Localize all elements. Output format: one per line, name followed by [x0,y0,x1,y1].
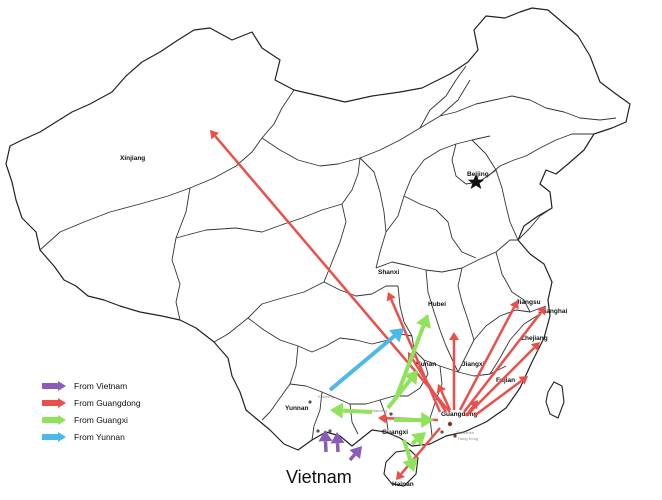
route-arrow-guangdong [210,130,451,413]
route-arrow-guangdong-shaft [473,379,523,418]
route-arrow-vietnam-head [318,430,333,442]
label-hunan: Hunan [416,361,436,368]
route-arrow-guangxi [402,439,418,472]
province-labels: Xinjiang Beijing Shanxi Hubei Hunan Jian… [120,155,567,488]
label-yunnan: Yunnan [285,405,309,412]
route-arrow-guangxi [330,402,373,419]
route-arrow-guangxi-head [403,370,418,386]
route-arrow-vietnam [348,446,362,462]
label-guangdong: Guangdong [441,411,477,418]
route-arrow-vietnam-head [349,446,362,460]
route-arrow-guangxi-head [330,402,344,419]
route-arrow-guangdong-head [436,384,446,394]
route-arrow-guangdong-head [378,413,387,424]
city-markers: Kunming Nanning Shenzhen Hong Kong [308,394,478,441]
route-arrow-guangxi-head [415,314,431,329]
route-arrow-guangdong-head [530,342,540,352]
city-dot [447,421,453,427]
legend-label-yunnan: From Yunnan [74,432,125,442]
label-zhejiang: Zhejiang [521,335,548,342]
route-arrow-guangxi [394,412,434,428]
route-arrow-vietnam [318,430,333,453]
label-hubei: Hubei [428,301,446,308]
route-arrow-guangdong-head [449,332,459,340]
route-arrow-guangdong-shaft [411,358,448,413]
route-arrow-guangxi [394,314,431,399]
route-arrow-guangdong [473,376,528,418]
route-arrow-guangxi-shaft [342,408,373,414]
route-arrow-guangxi-head [421,412,434,428]
route-arrow-guangxi-head [402,457,418,472]
label-beijing: Beijing [467,171,489,178]
route-arrow-guangdong [436,384,452,411]
route-arrow-guangdong-head [210,130,219,140]
city-dot [440,430,444,434]
route-arrow-yunnan-shaft [328,334,396,392]
legend-label-guangxi: From Guangxi [74,415,128,425]
province-borders [39,65,617,441]
route-arrow-guangdong-head [509,300,519,310]
legend-arrow-icon [42,381,66,391]
city-dot [453,434,457,438]
route-arrow-guangdong-head [386,292,396,302]
label-hainan: Hainan [392,481,414,488]
route-arrow-guangxi-head [411,432,426,447]
legend-arrow-icon [42,398,66,408]
legend: From Vietnam From Guangdong From Guangxi Fr… [42,381,141,442]
svg-text:Shenzhen: Shenzhen [456,430,474,435]
route-arrow-guangxi-shaft [410,438,418,446]
legend-arrow-icon [42,432,66,442]
legend-label-guangdong: From Guangdong [74,398,141,408]
route-arrow-vietnam-shaft [348,453,357,462]
route-arrow-yunnan [328,328,404,392]
route-arrow-guangdong [465,400,478,417]
route-arrow-guangdong-shaft [465,405,475,417]
route-arrow-guangdong-shaft [440,390,452,411]
route-arrow-guangdong-head [537,306,546,316]
route-arrow-vietnam [330,432,345,453]
legend-arrow-icon [42,415,66,425]
route-arrow-guangdong-head [518,376,528,385]
city-dot [389,412,393,416]
legend-label-vietnam: From Vietnam [74,381,127,391]
route-arrow-guangxi-shaft [386,378,412,410]
route-arrow-yunnan-head [389,328,404,343]
capital-star-icon [467,174,485,189]
svg-text:Kunming: Kunming [318,394,334,399]
route-arrow-guangdong-head [396,470,405,480]
route-arrow-vietnam-head [330,432,345,444]
label-shanghai: Shanghai [538,308,567,315]
route-arrow-guangdong [463,306,546,413]
route-arrow-guangxi [386,370,418,410]
route-arrow-guangdong-shaft [463,311,543,413]
route-arrow-guangdong-shaft [214,135,451,413]
route-arrow-guangdong [467,342,540,415]
label-guangxi: Guangxi [382,429,408,436]
route-arrow-guangdong-shaft [467,346,536,415]
route-arrow-guangdong [458,300,519,411]
route-arrow-guangdong-shaft [458,306,516,411]
svg-text:Nanning: Nanning [372,408,387,413]
label-fujian: Fujian [496,377,515,384]
label-shanxi: Shanxi [378,269,400,276]
svg-text:Hong Kong: Hong Kong [458,436,478,441]
route-arrow-guangdong-head [469,400,478,410]
city-dot [328,429,332,433]
route-arrow-guangdong [449,332,459,410]
label-jiangsu: Jiangsu [516,299,541,306]
route-arrow-guangxi [410,432,426,447]
route-arrows [210,130,546,480]
taiwan-island [545,381,565,419]
city-dot [308,400,312,404]
label-xinjiang: Xinjiang [120,155,145,162]
country-label-vietnam: Vietnam [286,467,352,487]
route-arrow-guangxi-shaft [394,325,426,399]
label-jiangxi: Jiangxi [462,361,485,368]
route-arrow-guangxi-shaft [402,439,413,461]
city-dot [316,429,320,433]
